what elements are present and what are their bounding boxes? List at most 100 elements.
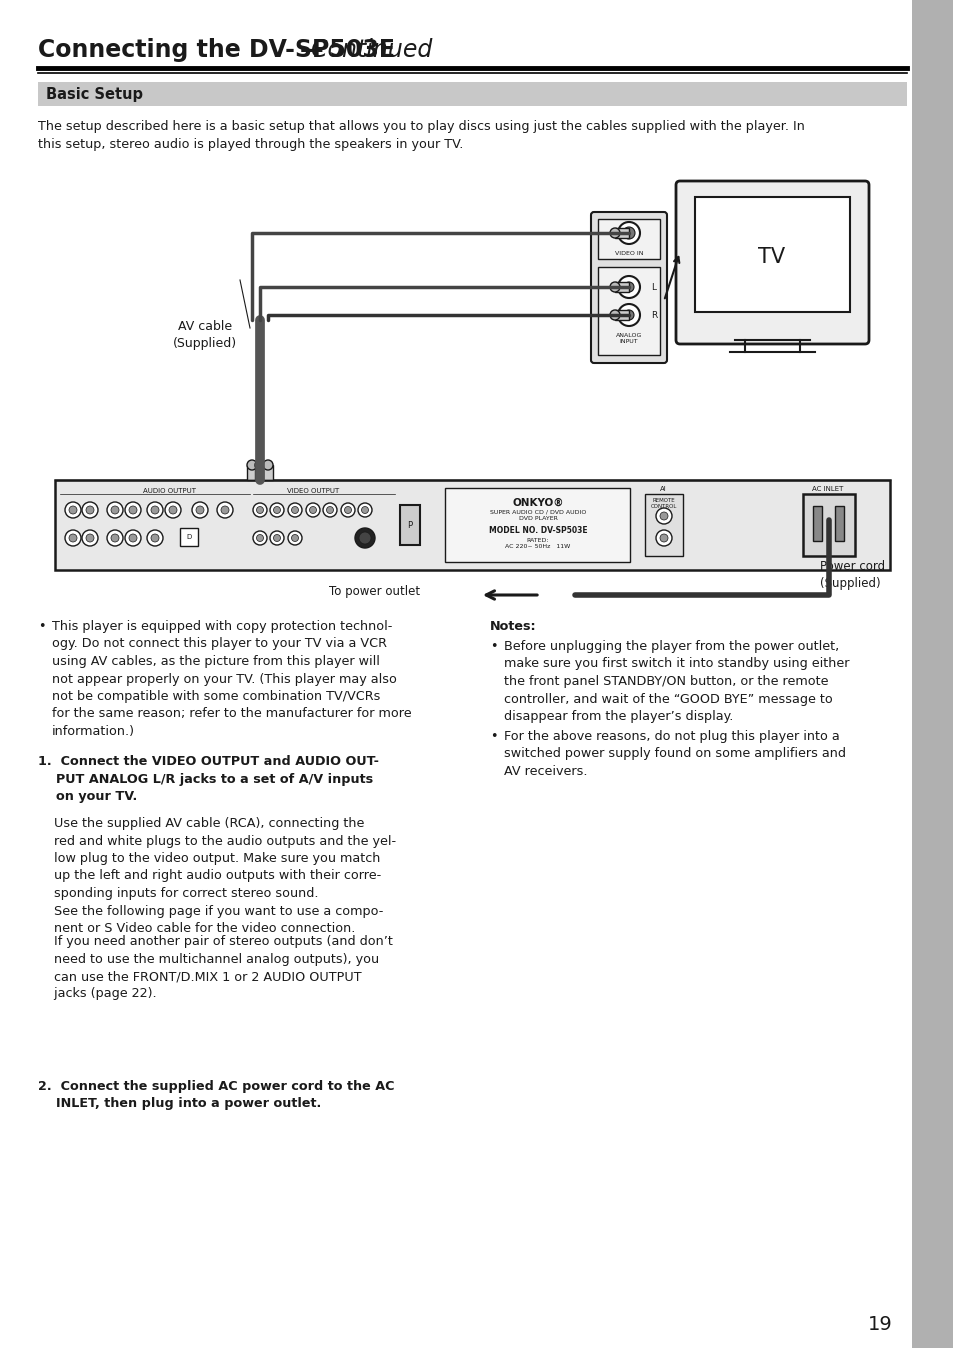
Circle shape <box>622 226 635 239</box>
Bar <box>598 218 659 259</box>
Bar <box>180 528 198 546</box>
Text: ONKYO®: ONKYO® <box>512 497 563 508</box>
Text: Connecting the DV-SP503E: Connecting the DV-SP503E <box>38 38 395 62</box>
Circle shape <box>65 501 81 518</box>
Circle shape <box>609 282 619 293</box>
Circle shape <box>270 531 284 545</box>
Text: RATED:
AC 220~ 50Hz   11W: RATED: AC 220~ 50Hz 11W <box>505 538 570 549</box>
Circle shape <box>618 305 639 326</box>
FancyBboxPatch shape <box>676 181 868 344</box>
Bar <box>38 82 906 106</box>
Circle shape <box>247 460 256 470</box>
Text: Use the supplied AV cable (RCA), connecting the
    red and white plugs to the a: Use the supplied AV cable (RCA), connect… <box>38 817 395 936</box>
Circle shape <box>618 222 639 244</box>
Bar <box>615 228 628 239</box>
Text: Continued: Continued <box>311 38 432 62</box>
Circle shape <box>125 501 141 518</box>
Text: VIDEO OUTPUT: VIDEO OUTPUT <box>287 488 338 493</box>
Circle shape <box>263 460 273 470</box>
Circle shape <box>169 506 177 514</box>
Circle shape <box>107 530 123 546</box>
Circle shape <box>326 507 334 514</box>
Bar <box>802 493 854 555</box>
Bar <box>444 488 629 562</box>
Circle shape <box>147 530 163 546</box>
Bar <box>598 267 659 355</box>
Text: AV cable
(Supplied): AV cable (Supplied) <box>172 319 236 350</box>
Circle shape <box>270 503 284 518</box>
Circle shape <box>274 535 280 542</box>
Text: Basic Setup: Basic Setup <box>46 86 143 101</box>
Text: REMOTE
CONTROL: REMOTE CONTROL <box>650 497 677 508</box>
Circle shape <box>129 534 137 542</box>
Circle shape <box>86 506 94 514</box>
Circle shape <box>623 310 634 319</box>
Text: Notes:: Notes: <box>490 620 536 634</box>
Circle shape <box>355 528 375 549</box>
Circle shape <box>82 530 98 546</box>
Text: TV: TV <box>758 247 784 267</box>
Circle shape <box>288 503 302 518</box>
Bar <box>615 282 628 293</box>
Circle shape <box>659 512 667 520</box>
Bar <box>399 506 419 545</box>
Text: P: P <box>407 520 412 530</box>
Circle shape <box>292 507 298 514</box>
Bar <box>55 480 889 570</box>
Text: If you need another pair of stereo outputs (and don’t
    need to use the multic: If you need another pair of stereo outpu… <box>38 936 393 1000</box>
Circle shape <box>65 530 81 546</box>
Circle shape <box>306 503 319 518</box>
Bar <box>911 0 953 1348</box>
Text: D: D <box>186 534 192 541</box>
Bar <box>812 506 821 541</box>
Circle shape <box>254 460 265 470</box>
Text: This player is equipped with copy protection technol-
ogy. Do not connect this p: This player is equipped with copy protec… <box>52 620 411 737</box>
Circle shape <box>147 501 163 518</box>
Circle shape <box>609 310 619 319</box>
Text: AUDIO OUTPUT: AUDIO OUTPUT <box>143 488 196 493</box>
Text: VIDEO IN: VIDEO IN <box>614 251 642 256</box>
Text: •: • <box>38 620 46 634</box>
Circle shape <box>253 531 267 545</box>
Bar <box>263 465 273 480</box>
Bar <box>834 506 843 541</box>
Circle shape <box>86 534 94 542</box>
Text: 19: 19 <box>866 1316 891 1335</box>
Text: SUPER AUDIO CD / DVD AUDIO
DVD PLAYER: SUPER AUDIO CD / DVD AUDIO DVD PLAYER <box>489 510 585 522</box>
Circle shape <box>129 506 137 514</box>
Circle shape <box>111 534 119 542</box>
Circle shape <box>69 506 77 514</box>
Text: 1.  Connect the VIDEO OUTPUT and AUDIO OUT-
    PUT ANALOG L/R jacks to a set of: 1. Connect the VIDEO OUTPUT and AUDIO OU… <box>38 755 378 803</box>
Circle shape <box>292 535 298 542</box>
Circle shape <box>656 530 671 546</box>
Text: L: L <box>651 283 656 291</box>
Bar <box>615 310 628 319</box>
Circle shape <box>323 503 336 518</box>
Circle shape <box>659 534 667 542</box>
Circle shape <box>309 507 316 514</box>
Bar <box>254 465 265 480</box>
Circle shape <box>274 507 280 514</box>
Text: AC INLET: AC INLET <box>811 487 842 492</box>
Circle shape <box>125 530 141 546</box>
Bar <box>695 197 849 311</box>
Circle shape <box>618 276 639 298</box>
Text: Before unplugging the player from the power outlet,
make sure you first switch i: Before unplugging the player from the po… <box>503 640 848 723</box>
Circle shape <box>357 503 372 518</box>
Text: To power outlet: To power outlet <box>329 585 419 599</box>
Circle shape <box>656 508 671 524</box>
Circle shape <box>256 535 263 542</box>
Circle shape <box>340 503 355 518</box>
FancyBboxPatch shape <box>590 212 666 363</box>
Bar <box>247 465 256 480</box>
Text: ANALOG
INPUT: ANALOG INPUT <box>616 333 641 344</box>
Text: AI: AI <box>659 487 666 492</box>
Circle shape <box>344 507 351 514</box>
Text: 2.  Connect the supplied AC power cord to the AC
    INLET, then plug into a pow: 2. Connect the supplied AC power cord to… <box>38 1080 395 1111</box>
Circle shape <box>288 531 302 545</box>
Circle shape <box>361 507 368 514</box>
Circle shape <box>111 506 119 514</box>
Circle shape <box>82 501 98 518</box>
Text: •: • <box>490 640 497 652</box>
Circle shape <box>192 501 208 518</box>
